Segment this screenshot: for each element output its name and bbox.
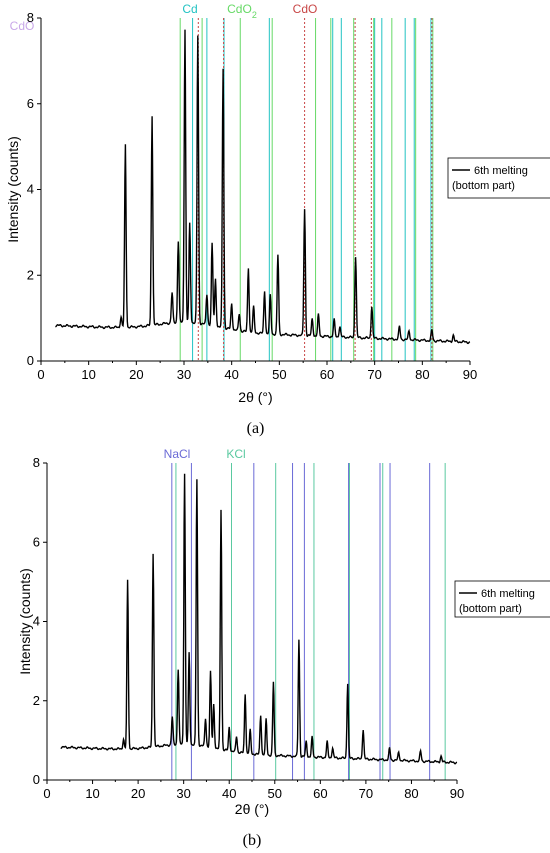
y-tick-label: 4: [33, 614, 40, 629]
reference-lines-cd: [192, 18, 432, 361]
x-tick-label: 40: [222, 786, 236, 801]
x-tick-label: 90: [463, 367, 477, 382]
x-tick-label: 90: [450, 786, 464, 801]
reference-lines-kcl: [175, 463, 446, 780]
legend: 6th melting (bottom part): [454, 580, 550, 618]
y-tick-label: 6: [27, 96, 34, 111]
reference-label-nacl: NaCl: [164, 447, 191, 461]
legend-entry-line1: 6th melting: [474, 165, 528, 177]
y-tick-label: 0: [33, 772, 40, 787]
x-tick-label: 10: [85, 786, 99, 801]
x-tick-label: 0: [43, 786, 50, 801]
x-tick-label: 60: [320, 367, 334, 382]
legend-entry-line1: 6th melting: [481, 588, 535, 600]
y-tick-label: 6: [33, 534, 40, 549]
y-tick-label: 0: [27, 353, 34, 368]
chart-panel-1: Cd CdO2 CdO CdO 0 10 20 30 40 50 60 70 80 90 0 2 4 6 8 2θ (…: [5, 2, 550, 437]
x-tick-label: 80: [415, 367, 429, 382]
x-tick-label: 60: [313, 786, 327, 801]
x-tick-label: 70: [359, 786, 373, 801]
x-tick-label: 30: [177, 367, 191, 382]
series-line-6th-melting: [55, 29, 471, 345]
y-tick-label: 4: [27, 182, 34, 197]
y-axis-label: Intensity (counts): [17, 568, 33, 675]
x-tick-label: 20: [129, 367, 143, 382]
legend-entry-line2: (bottom part): [459, 603, 522, 615]
legend: 6th melting (bottom part): [447, 157, 550, 199]
reference-lines-cdo2: [179, 18, 434, 361]
x-tick-label: 40: [224, 367, 238, 382]
panel-label: (a): [247, 420, 265, 437]
x-tick-label: 70: [367, 367, 381, 382]
x-tick-label: 50: [272, 367, 286, 382]
series-line-6th-melting: [60, 473, 458, 765]
x-tick-label: 50: [268, 786, 282, 801]
panel-label: (b): [243, 832, 262, 849]
x-axis-label: 2θ (°): [238, 389, 272, 405]
chart-panel-2: NaCl KCl 0 10 20 30 40 50 60 70 80 90 0 2 4 6 8 2θ (°) Int…: [17, 447, 550, 849]
reference-label-cdo2: CdO2: [227, 2, 257, 20]
y-axis-label: Intensity (counts): [5, 136, 21, 243]
y-tick-label: 8: [27, 10, 34, 25]
y-tick-label: 2: [27, 267, 34, 282]
reference-label-cdo: CdO: [293, 2, 318, 16]
reference-label-kcl: KCl: [226, 447, 245, 461]
x-tick-label: 10: [81, 367, 95, 382]
reference-label-cd: Cd: [182, 2, 197, 16]
x-tick-label: 80: [404, 786, 418, 801]
x-tick-label: 20: [131, 786, 145, 801]
y-tick-label: 8: [33, 455, 40, 470]
x-tick-label: 30: [176, 786, 190, 801]
y-tick-label: 2: [33, 693, 40, 708]
x-axis-label: 2θ (°): [235, 801, 269, 817]
legend-box: [454, 580, 550, 618]
reference-label-cdo: CdO: [10, 19, 35, 33]
legend-entry-line2: (bottom part): [452, 180, 515, 192]
legend-box: [447, 157, 550, 199]
x-tick-label: 0: [37, 367, 44, 382]
